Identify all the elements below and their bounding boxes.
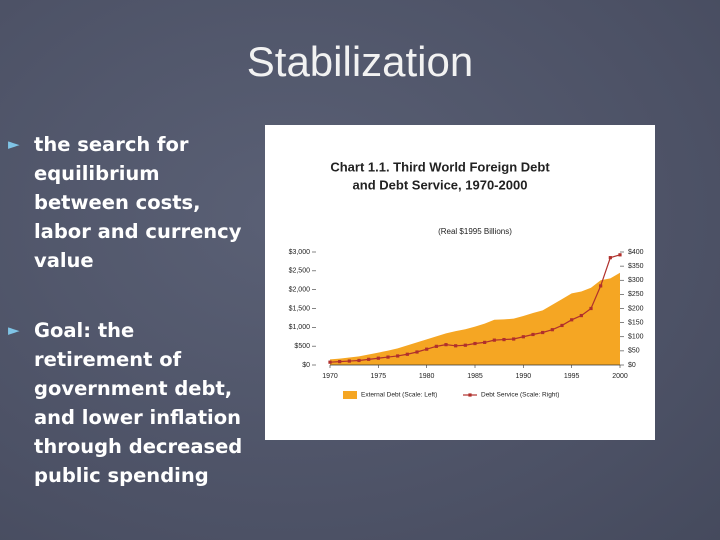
- x-tick-label: 1980: [419, 373, 435, 380]
- legend-swatch: [343, 391, 357, 399]
- service-marker: [386, 355, 390, 359]
- x-tick-label: 1990: [516, 373, 532, 380]
- y-tick-label: $2,000: [289, 287, 311, 294]
- service-marker: [463, 343, 467, 347]
- service-marker: [570, 318, 574, 322]
- service-marker: [367, 357, 371, 361]
- bullet-text: the search for equilibrium between costs…: [34, 133, 242, 272]
- service-marker: [405, 352, 409, 356]
- service-marker: [502, 337, 506, 342]
- bullet: ► Goal: the retirement of government deb…: [8, 316, 248, 526]
- y-tick-label: $1,000: [289, 324, 311, 331]
- service-marker: [434, 344, 438, 348]
- service-marker: [599, 284, 603, 288]
- x-tick-label: 1970: [322, 373, 338, 380]
- legend-swatch: [468, 393, 472, 397]
- legend-label: External Debt (Scale: Left): [361, 392, 437, 399]
- debt-area: [330, 272, 620, 365]
- y2-tick-label: $250: [628, 291, 644, 298]
- legend-label: Debt Service (Scale: Right): [481, 392, 559, 399]
- chart-title: and Debt Service, 1970-2000: [353, 177, 528, 192]
- y2-tick-label: $400: [628, 249, 644, 256]
- service-marker: [521, 335, 525, 339]
- y2-tick-label: $150: [628, 319, 644, 326]
- bullet: ► the search for equilibrium between cos…: [8, 130, 248, 280]
- y-tick-label: $0: [302, 362, 310, 369]
- service-marker: [454, 344, 458, 348]
- service-marker: [589, 306, 593, 311]
- y2-tick-label: $350: [628, 263, 644, 270]
- service-marker: [357, 358, 361, 363]
- service-marker: [347, 359, 351, 363]
- service-marker: [560, 323, 564, 328]
- y2-tick-label: $200: [628, 305, 644, 312]
- service-marker: [618, 253, 622, 257]
- service-marker: [473, 341, 477, 346]
- y-tick-label: $1,500: [289, 305, 311, 312]
- service-marker: [512, 337, 516, 341]
- service-marker: [531, 332, 535, 337]
- service-marker: [492, 338, 496, 342]
- service-marker: [550, 328, 554, 332]
- service-marker: [328, 360, 332, 364]
- y-tick-label: $500: [294, 343, 310, 350]
- y2-tick-label: $100: [628, 334, 644, 341]
- service-marker: [425, 347, 429, 351]
- service-marker: [444, 343, 448, 347]
- slide-title: Stabilization: [246, 38, 474, 85]
- x-tick-label: 1995: [564, 373, 580, 380]
- chart-title: Chart 1.1. Third World Foreign Debt: [330, 159, 550, 174]
- bullet-marker: ►: [8, 321, 20, 339]
- chart-subtitle: (Real $1995 Billions): [438, 227, 512, 236]
- chart: Chart 1.1. Third World Foreign Debt and …: [289, 159, 644, 399]
- service-marker: [376, 356, 380, 360]
- y-tick-label: $3,000: [289, 249, 311, 256]
- x-tick-label: 2000: [612, 373, 628, 380]
- y2-tick-label: $0: [628, 362, 636, 369]
- service-marker: [541, 330, 545, 335]
- service-marker: [608, 256, 612, 260]
- service-marker: [483, 340, 487, 344]
- bullet-marker: ►: [8, 135, 20, 153]
- y2-tick-label: $300: [628, 277, 644, 284]
- service-marker: [338, 360, 342, 364]
- y2-tick-label: $50: [628, 348, 640, 355]
- x-tick-label: 1975: [371, 373, 387, 380]
- bullet-text: Goal: the retirement of government debt,…: [34, 319, 243, 487]
- chart-image: Chart 1.1. Third World Foreign Debt and …: [265, 125, 655, 440]
- service-marker: [579, 313, 583, 318]
- x-tick-label: 1985: [467, 373, 483, 380]
- service-marker: [396, 354, 400, 358]
- y-tick-label: $2,500: [289, 268, 311, 275]
- service-marker: [415, 350, 419, 354]
